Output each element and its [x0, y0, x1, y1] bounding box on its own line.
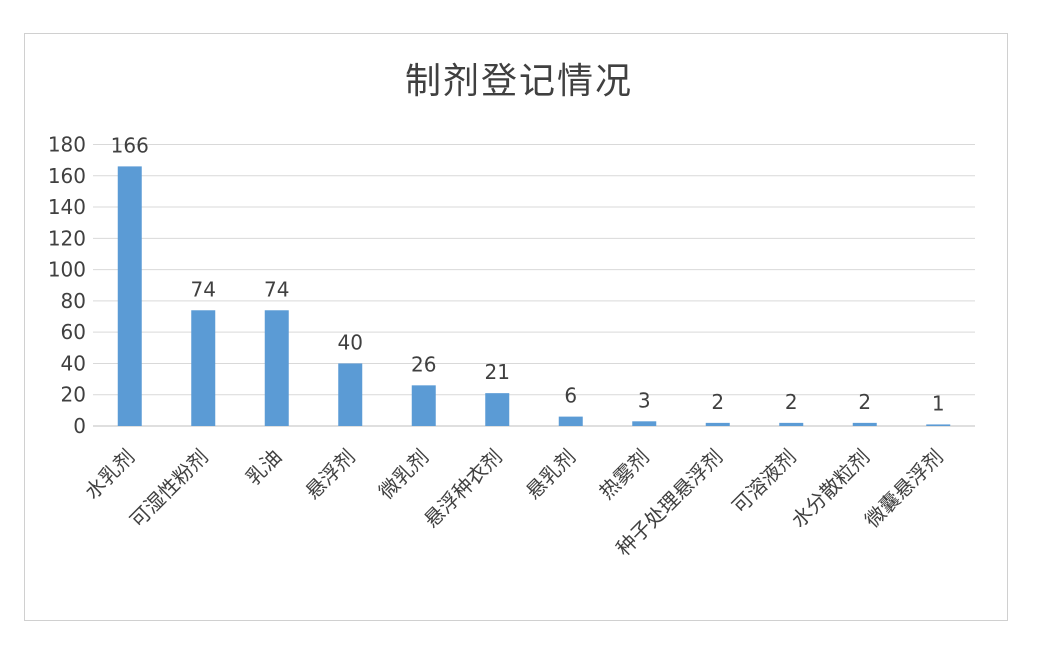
bar: [558, 416, 583, 426]
category-label: 悬浮剂: [300, 445, 359, 504]
category-label: 微囊悬浮剂: [860, 445, 948, 533]
bar: [338, 363, 363, 426]
data-label: 21: [485, 360, 510, 384]
chart-frame: [24, 33, 1008, 621]
bar: [191, 310, 216, 426]
y-axis-ticks: 0 20 40 60 80 100 120 140 160 180: [48, 133, 86, 439]
data-label: 6: [564, 384, 577, 408]
category-label: 悬浮种衣剂: [419, 445, 507, 533]
data-label: 74: [264, 277, 289, 301]
data-label: 166: [111, 133, 149, 157]
category-label: 水分散粒剂: [787, 445, 875, 533]
category-label: 可湿性粉剂: [125, 445, 213, 533]
y-tick-label: 160: [48, 164, 86, 188]
data-label: 74: [191, 277, 216, 301]
bars: [117, 166, 951, 426]
bar: [411, 385, 436, 426]
y-tick-label: 40: [61, 351, 86, 375]
y-tick-label: 120: [48, 226, 86, 250]
category-label: 微乳剂: [374, 445, 433, 504]
chart-title: 制剂登记情况: [404, 61, 633, 102]
bar: [632, 421, 657, 426]
y-tick-label: 60: [61, 320, 86, 344]
gridlines: [93, 144, 975, 427]
data-label: 2: [858, 390, 871, 414]
category-label: 热雾剂: [594, 445, 653, 504]
bar: [779, 422, 804, 426]
y-tick-label: 100: [48, 258, 86, 282]
bar: [705, 422, 730, 426]
category-label: 悬乳剂: [521, 445, 580, 504]
data-label: 40: [338, 330, 363, 354]
category-label: 可溶液剂: [727, 445, 801, 519]
y-tick-label: 180: [48, 133, 86, 157]
category-label: 乳油: [241, 445, 286, 490]
bar: [264, 310, 289, 426]
bar: [117, 166, 142, 426]
bar: [485, 393, 510, 426]
bar: [852, 422, 877, 426]
y-tick-label: 80: [61, 289, 86, 313]
data-label: 26: [411, 352, 436, 376]
data-label: 3: [638, 388, 651, 412]
data-label: 2: [711, 390, 724, 414]
category-label: 水乳剂: [80, 445, 139, 504]
data-label: 2: [785, 390, 798, 414]
y-tick-label: 140: [48, 195, 86, 219]
bar: [926, 424, 951, 426]
y-tick-label: 20: [61, 383, 86, 407]
data-label: 1: [932, 391, 945, 415]
y-tick-label: 0: [73, 414, 86, 438]
